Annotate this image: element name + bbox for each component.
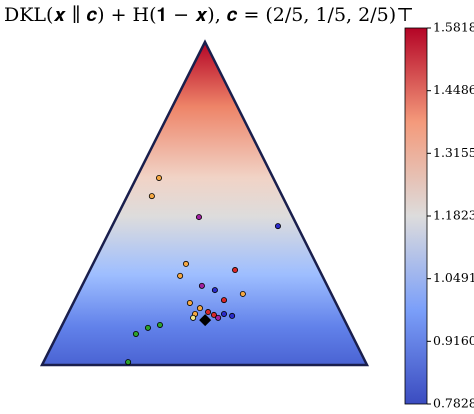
point [125, 359, 132, 366]
point [156, 321, 163, 328]
point [220, 297, 227, 304]
colorbar-tick-label: 1.3155 [433, 145, 474, 160]
point [148, 193, 155, 200]
center-marker [199, 314, 212, 327]
colorbar-tick-label: 0.7828 [433, 396, 474, 411]
point [239, 290, 246, 297]
point [229, 312, 236, 319]
colorbar-tick-label: 1.4486 [433, 82, 474, 97]
simplex [39, 39, 370, 367]
point [232, 267, 239, 274]
point [132, 330, 139, 337]
point [210, 311, 217, 318]
point [274, 223, 281, 230]
point [155, 174, 162, 181]
colorbar-tick-label: 0.9160 [433, 333, 474, 348]
marks: 0.7828 0.9160 1.0491 1.1823 1.3155 1.4486 1.58… [125, 20, 474, 411]
point [190, 314, 197, 321]
point [220, 310, 227, 317]
point [182, 260, 189, 267]
colorbar-tick-label: 1.5818 [433, 20, 474, 35]
point [196, 305, 203, 312]
colorbar [404, 27, 428, 405]
point [205, 309, 212, 316]
point [215, 314, 222, 321]
colorbar-tick-label: 1.1823 [433, 208, 474, 223]
chart-title: DKL(𝒙 ∥ 𝒄) + H(𝟏 − 𝒙), 𝒄 = (2/5, 1/5, 2/… [4, 4, 414, 26]
point [198, 282, 205, 289]
point [211, 287, 218, 294]
point [144, 324, 151, 331]
point [195, 214, 202, 221]
colorbar-tick-label: 1.0491 [433, 270, 474, 285]
point [177, 272, 184, 279]
point [186, 299, 193, 306]
